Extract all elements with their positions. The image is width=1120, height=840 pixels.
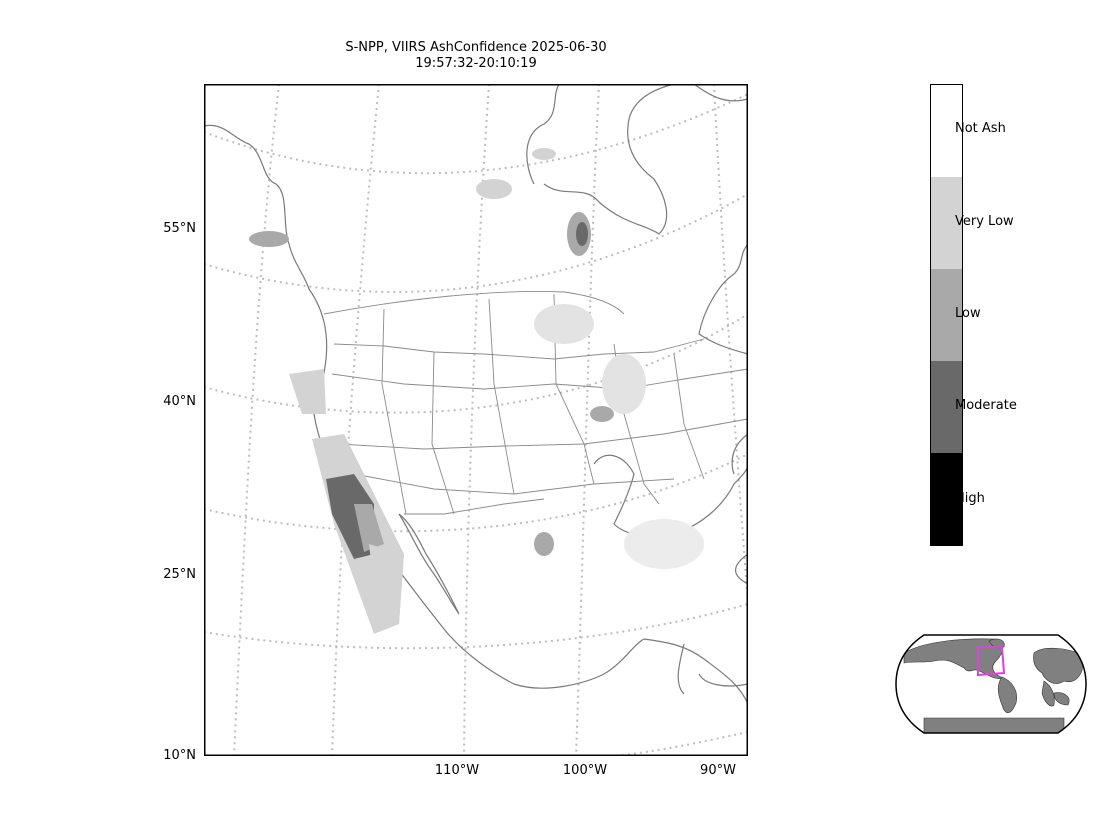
inset-globe-map [895,634,1087,734]
title-line-2: 19:57:32-20:10:19 [415,56,537,71]
map-border [204,84,748,756]
colorbar-label-very-low: Very Low [955,214,1014,229]
main-map [204,84,748,756]
colorbar-segment-low [931,269,962,361]
lon-label-90: 90°W [700,763,736,778]
colorbar-segment-not-ash [931,85,962,177]
coastlines [204,84,748,705]
colorbar-label-high: High [955,491,985,506]
colorbar-segment-very-low [931,177,962,269]
lon-label-110: 110°W [434,763,480,778]
lon-label-100: 100°W [562,763,608,778]
lat-label-40: 40°N [163,394,196,409]
colorbar-segment-moderate [931,361,962,453]
graticule [204,84,748,756]
political-boundaries [323,291,748,515]
lat-label-10: 10°N [163,748,196,763]
inset-outline [895,634,1087,734]
lat-label-25: 25°N [163,567,196,582]
colorbar-label-not-ash: Not Ash [955,121,1006,136]
lat-label-55: 55°N [163,221,196,236]
title-line-1: S-NPP, VIIRS AshConfidence 2025-06-30 [345,40,607,55]
map-title: S-NPP, VIIRS AshConfidence 2025-06-30 19… [204,40,748,72]
colorbar-label-moderate: Moderate [955,398,1017,413]
ash-confidence-overlay [249,148,704,634]
inset-extent-box [977,646,1006,677]
colorbar-segment-high [931,453,962,545]
colorbar [930,84,963,546]
colorbar-label-low: Low [955,306,981,321]
